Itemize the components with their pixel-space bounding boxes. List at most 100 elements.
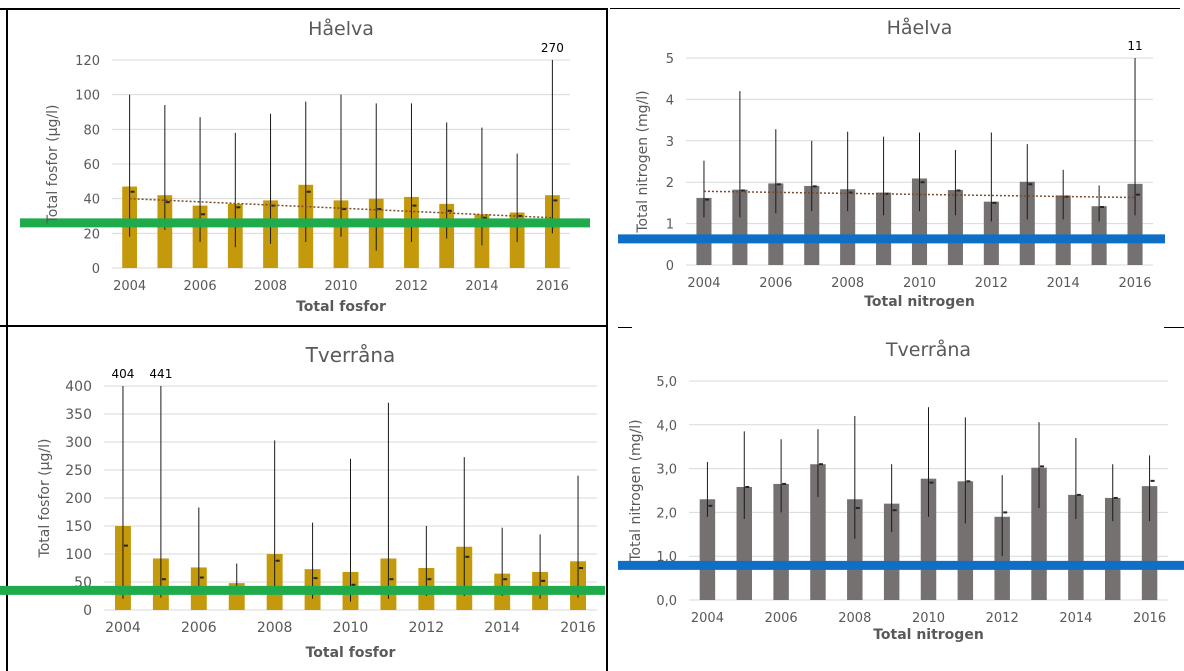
bar — [1019, 181, 1035, 265]
y-axis-label: Total fosfor (µg/l) — [37, 439, 53, 559]
frame-top-left — [0, 8, 606, 10]
y-tick-label: 0 — [83, 603, 92, 619]
x-tick-label: 2006 — [184, 279, 217, 294]
y-axis-label: Total fosfor (µg/l) — [45, 105, 61, 225]
frame-mid-horizontal-left — [0, 325, 608, 327]
chart-title: Håelva — [308, 17, 374, 40]
bar — [994, 516, 1010, 600]
x-tick-label: 2004 — [691, 611, 724, 626]
frame-mid-vertical-upper — [606, 8, 608, 328]
bar — [883, 503, 900, 600]
frame-left-lower — [6, 326, 8, 671]
x-tick-label: 2014 — [1059, 611, 1092, 626]
x-tick-label: 2016 — [560, 620, 596, 636]
x-tick-label: 2012 — [409, 620, 445, 636]
y-tick-label: 60 — [83, 158, 100, 173]
y-tick-label: 3 — [666, 135, 674, 150]
x-axis-label: Total nitrogen — [873, 627, 984, 643]
bar — [840, 189, 856, 265]
x-tick-label: 2016 — [1133, 611, 1166, 626]
x-tick-label: 2006 — [765, 611, 798, 626]
overflow-value-label: 441 — [149, 367, 172, 381]
x-tick-label: 2014 — [1047, 276, 1080, 291]
bar — [736, 486, 753, 600]
overflow-value-label: 404 — [112, 367, 135, 381]
y-tick-label: 5,0 — [656, 375, 677, 390]
frame-left-upper — [6, 8, 8, 326]
y-axis-label: Total nitrogen (mg/l) — [635, 90, 651, 233]
x-tick-label: 2014 — [465, 279, 498, 294]
x-tick-label: 2008 — [254, 279, 287, 294]
x-tick-label: 2004 — [105, 620, 141, 636]
bar — [804, 185, 820, 265]
x-tick-label: 2010 — [912, 611, 945, 626]
y-tick-label: 0,0 — [656, 594, 677, 609]
x-tick-label: 2016 — [1118, 276, 1151, 291]
bar — [957, 481, 974, 600]
bar — [947, 190, 963, 265]
x-axis-label: Total fosfor — [306, 645, 396, 661]
x-tick-label: 2006 — [759, 276, 792, 291]
trend-line — [129, 197, 553, 219]
y-tick-label: 2,0 — [656, 506, 677, 521]
y-tick-label: 40 — [83, 193, 100, 208]
x-axis-label: Total nitrogen — [864, 294, 975, 310]
x-tick-label: 2016 — [536, 279, 569, 294]
y-tick-label: 350 — [65, 407, 92, 423]
bar — [773, 483, 789, 600]
y-tick-label: 120 — [75, 54, 100, 69]
bar — [732, 189, 748, 265]
y-tick-label: 0 — [666, 259, 674, 274]
bar — [157, 195, 173, 268]
x-tick-label: 2004 — [687, 276, 720, 291]
y-tick-label: 100 — [65, 547, 92, 563]
y-tick-label: 2 — [666, 176, 674, 191]
x-tick-label: 2012 — [395, 279, 428, 294]
bar — [847, 499, 863, 600]
x-tick-label: 2008 — [831, 276, 864, 291]
x-tick-label: 2008 — [257, 620, 293, 636]
x-tick-label: 2008 — [838, 611, 871, 626]
x-tick-label: 2006 — [181, 620, 217, 636]
x-tick-label: 2012 — [986, 611, 1019, 626]
overflow-value-label: 11 — [1127, 39, 1142, 53]
bar — [983, 201, 999, 265]
bar — [876, 192, 892, 265]
y-tick-label: 300 — [65, 435, 92, 451]
y-axis-label: Total nitrogen (mg/l) — [628, 419, 644, 562]
y-tick-label: 20 — [83, 227, 100, 242]
frame-mid-vertical-lower — [606, 326, 608, 671]
x-tick-label: 2010 — [333, 620, 369, 636]
chart-title: Tverråna — [305, 343, 396, 367]
y-tick-label: 150 — [65, 519, 92, 535]
chart-title: Håelva — [887, 16, 953, 39]
y-tick-label: 400 — [65, 379, 92, 395]
x-tick-label: 2010 — [324, 279, 357, 294]
y-tick-label: 80 — [83, 123, 100, 138]
bar — [696, 197, 712, 265]
x-tick-label: 2014 — [484, 620, 520, 636]
frame-mid-horizontal-right — [618, 327, 632, 328]
chart-title: Tverråna — [885, 338, 971, 361]
x-tick-label: 2004 — [113, 279, 146, 294]
y-tick-label: 250 — [65, 463, 92, 479]
y-tick-label: 5 — [666, 52, 674, 67]
x-tick-label: 2010 — [903, 276, 936, 291]
bar — [768, 183, 784, 265]
y-tick-label: 100 — [75, 89, 100, 104]
frame-top-right — [610, 8, 1180, 9]
y-tick-label: 3,0 — [656, 463, 677, 478]
x-tick-label: 2012 — [975, 276, 1008, 291]
y-tick-label: 0 — [92, 262, 100, 277]
bar — [699, 499, 716, 600]
overflow-value-label: 270 — [541, 41, 564, 55]
bar — [1068, 494, 1084, 600]
frame-mid-horizontal-right-end — [1164, 327, 1184, 328]
bar — [1055, 195, 1071, 265]
bar — [1127, 183, 1143, 265]
y-tick-label: 4,0 — [656, 419, 677, 434]
